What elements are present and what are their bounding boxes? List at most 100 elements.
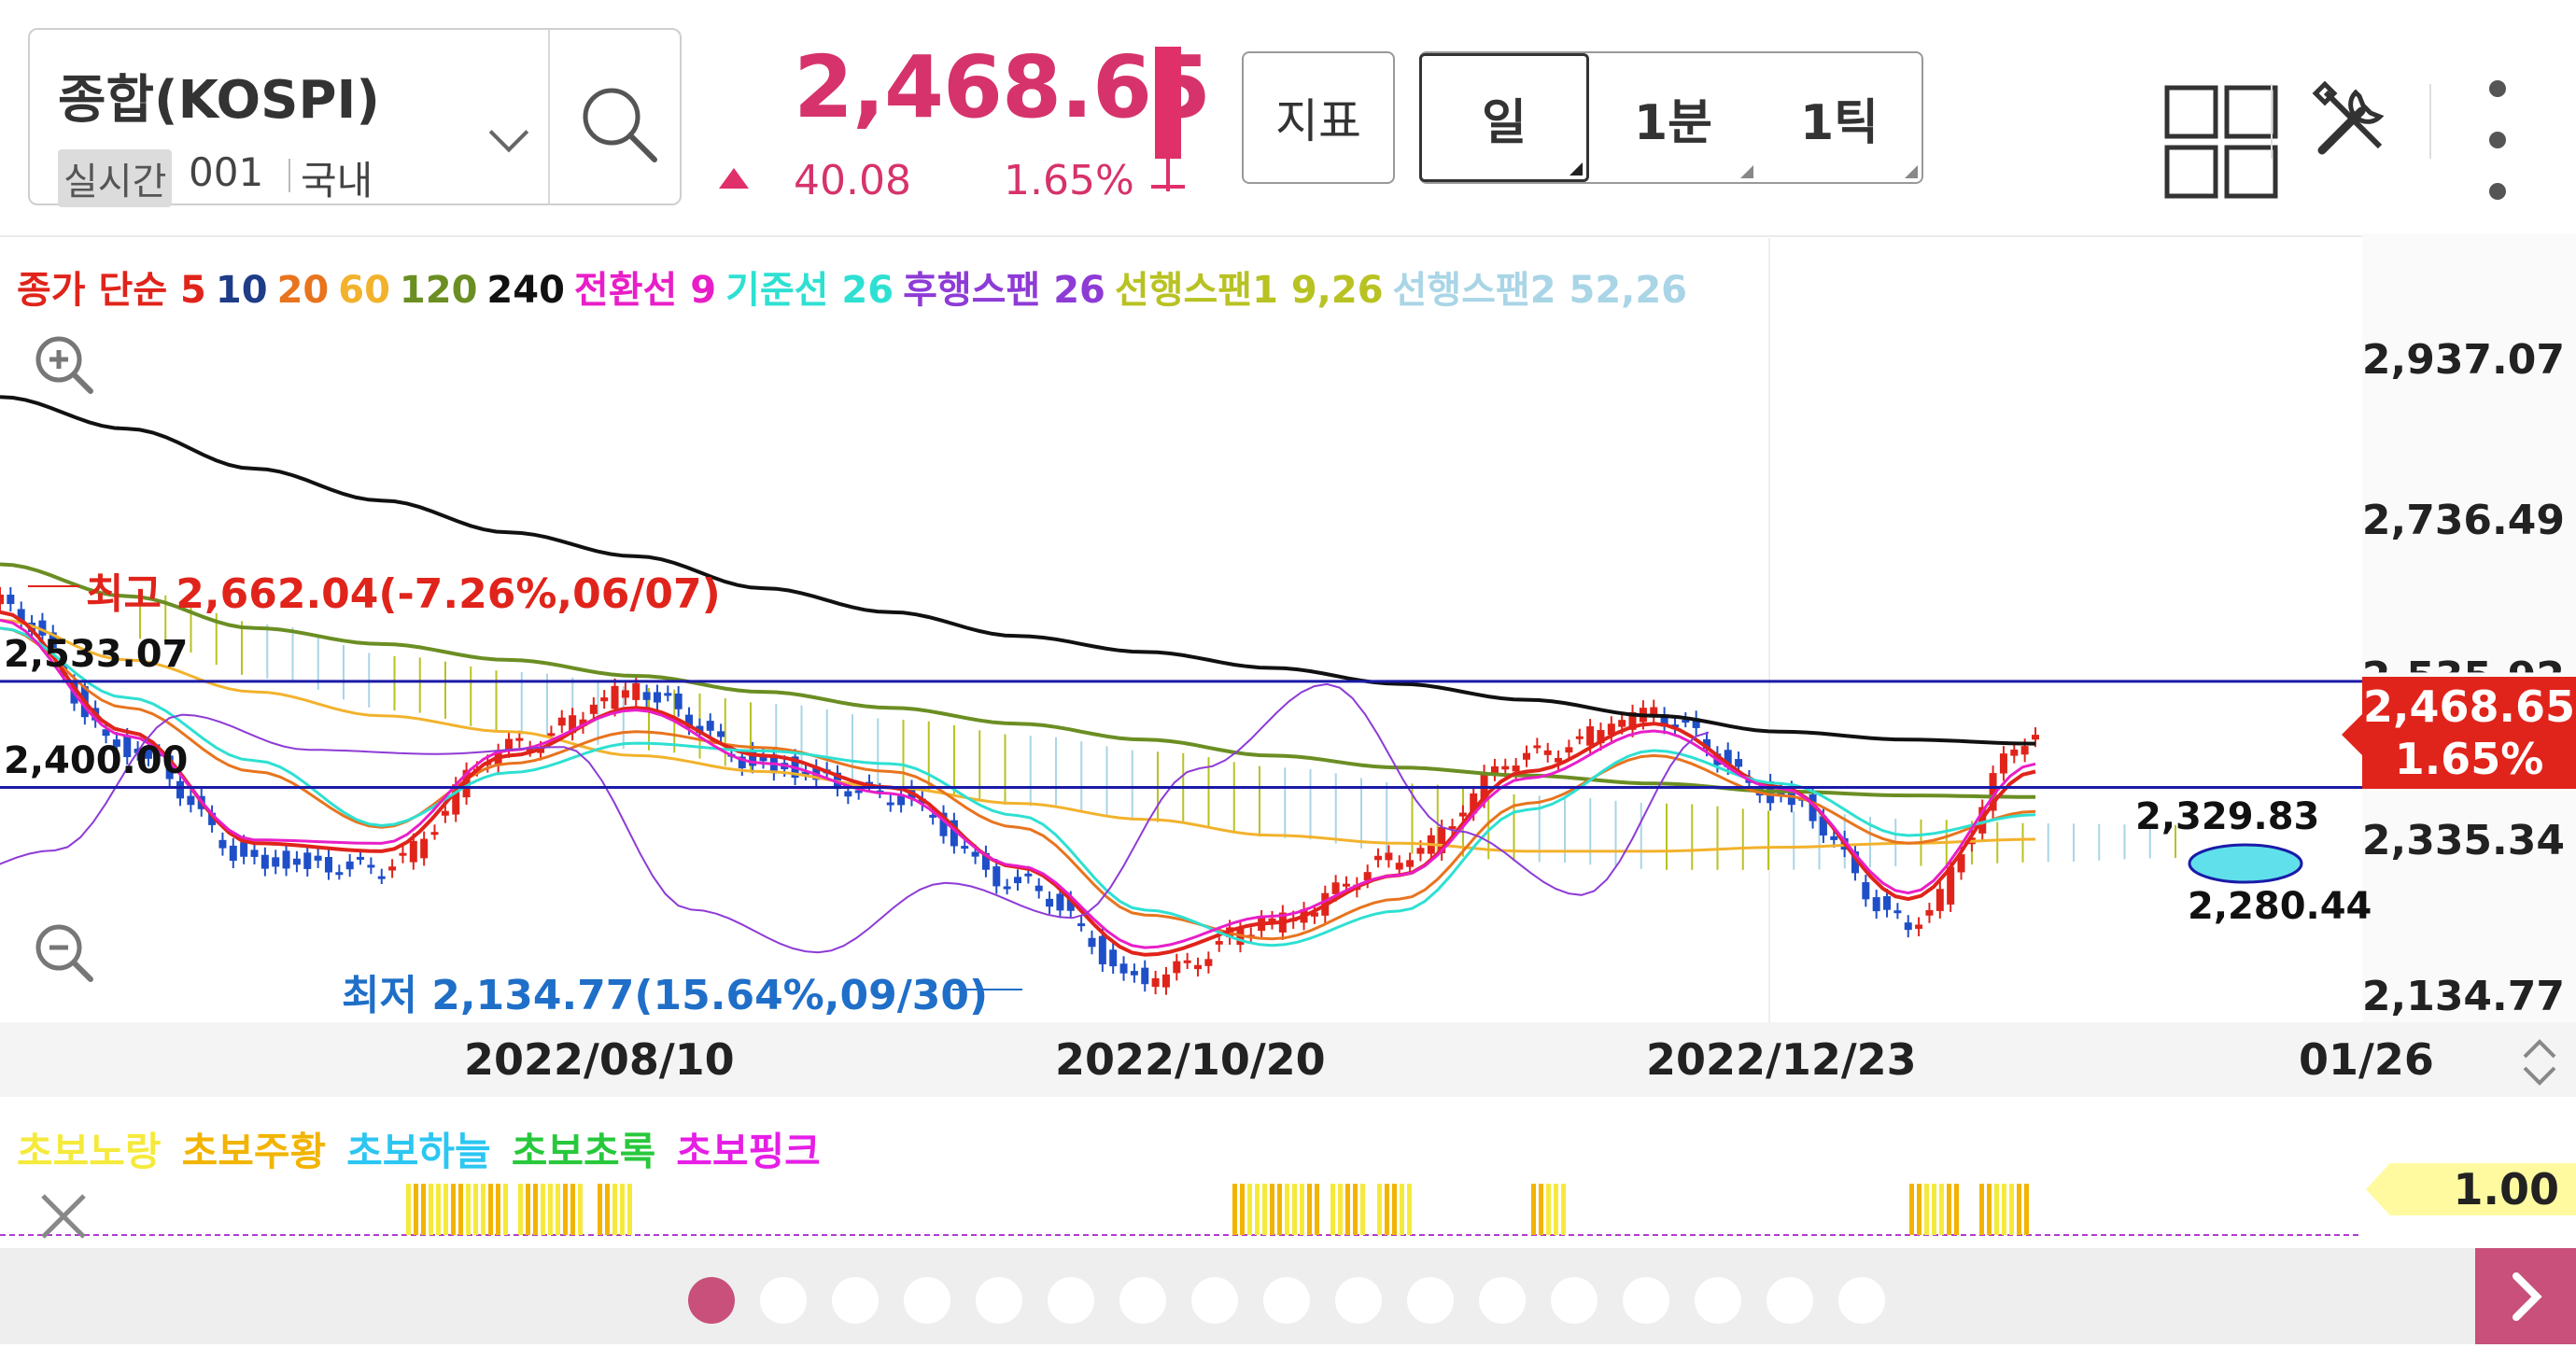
signal-bar [1270, 1184, 1274, 1235]
signal-bar [1377, 1184, 1382, 1235]
price-tick: 2,736.49 [2361, 497, 2565, 544]
zoom-out-icon[interactable] [31, 920, 96, 985]
page-dot[interactable] [1407, 1277, 1454, 1324]
price-change: 40.08 [794, 157, 911, 204]
sub-legend-item[interactable]: 초보노랑 [17, 1129, 162, 1174]
signal-bar [1292, 1184, 1297, 1235]
page-dot[interactable] [1119, 1277, 1166, 1324]
page-dot[interactable] [760, 1277, 807, 1324]
signal-bar [481, 1184, 486, 1235]
page-dot[interactable] [1695, 1277, 1741, 1324]
symbol-selector[interactable]: 종합(KOSPI) 실시간 001 국내 [28, 28, 682, 207]
legend-item[interactable]: 20 [276, 269, 330, 312]
forecast-high-label: 2,329.83 [2135, 795, 2320, 838]
chevron-down-icon[interactable] [488, 112, 529, 153]
signal-bar [548, 1184, 553, 1235]
search-icon[interactable] [576, 81, 660, 165]
divider [2429, 84, 2431, 159]
legend-item[interactable]: 10 [215, 269, 268, 312]
sub-legend-item[interactable]: 초보핑크 [676, 1129, 821, 1174]
signal-bar [1360, 1184, 1365, 1235]
divider [289, 159, 290, 192]
page-dot[interactable] [688, 1277, 735, 1324]
signal-bar [1924, 1184, 1929, 1235]
signal-bar [1979, 1184, 1984, 1235]
close-icon[interactable] [37, 1190, 90, 1243]
signal-bar [443, 1184, 448, 1235]
ma20-line [0, 626, 2036, 941]
forecast-low-label: 2,280.44 [2188, 885, 2372, 928]
legend-item[interactable]: 종가 단순 5 [17, 269, 206, 312]
page-dot[interactable] [1191, 1277, 1238, 1324]
current-price-tag-pct: 1.65% [2394, 734, 2544, 784]
current-price: 2,468.65 [794, 37, 1211, 137]
signal-bar [1932, 1184, 1936, 1235]
legend-item[interactable]: 240 [486, 269, 565, 312]
zoom-in-icon[interactable] [31, 331, 96, 397]
period-1min[interactable]: 1분 [1589, 53, 1757, 182]
grid-layout-icon[interactable] [2163, 84, 2279, 200]
signal-bar [518, 1184, 523, 1235]
signal-bar [421, 1184, 426, 1235]
page-dot[interactable] [1479, 1277, 1526, 1324]
conversion-tenkan-line [0, 618, 2036, 949]
page-dot[interactable] [1767, 1277, 1813, 1324]
signal-bar [1917, 1184, 1921, 1235]
candle-icon [1155, 47, 1181, 159]
signal-bar [1400, 1184, 1404, 1235]
sub-legend-item[interactable]: 초보주황 [181, 1129, 327, 1174]
legend-item[interactable]: 기준선 26 [725, 269, 894, 312]
legend-item[interactable]: 120 [399, 269, 478, 312]
lagging-span-line [0, 682, 1710, 954]
signal-bar [1392, 1184, 1397, 1235]
signal-bar [1300, 1184, 1304, 1235]
market-label: 국내 [301, 158, 373, 204]
period-1tick[interactable]: 1틱 [1757, 53, 1921, 182]
signal-bar [466, 1184, 471, 1235]
forecast-ellipse [2188, 843, 2303, 884]
signal-bar [1947, 1184, 1951, 1235]
page-dot[interactable] [1263, 1277, 1310, 1324]
sub-legend-item[interactable]: 초보초록 [511, 1129, 656, 1174]
signal-bar [556, 1184, 560, 1235]
signal-bar [1539, 1184, 1543, 1235]
page-dot[interactable] [904, 1277, 950, 1324]
price-chart[interactable] [0, 233, 2576, 1022]
scroll-updown-icon[interactable] [2521, 1036, 2558, 1088]
sub-indicator-bars [406, 1184, 2029, 1235]
period-selector: 일 1분 1틱 [1419, 51, 1923, 184]
date-axis[interactable] [0, 1022, 2576, 1097]
sub-legend-item[interactable]: 초보하늘 [346, 1129, 491, 1174]
current-price-tag-value: 2,468.65 [2363, 681, 2575, 732]
legend-item[interactable]: 전환선 9 [573, 269, 717, 312]
indicator-button[interactable]: 지표 [1242, 51, 1395, 184]
page-dot[interactable] [1048, 1277, 1094, 1324]
page-dot[interactable] [832, 1277, 879, 1324]
signal-bar [563, 1184, 568, 1235]
header-divider [0, 235, 2576, 237]
signal-bar [1255, 1184, 1260, 1235]
legend-item[interactable]: 선행스팬2 52,26 [1392, 269, 1688, 312]
sub-indicator-legend: 초보노랑 초보주황 초보하늘 초보초록 초보핑크 [17, 1120, 841, 1177]
signal-bar [496, 1184, 500, 1235]
legend-item[interactable]: 선행스팬1 9,26 [1114, 269, 1384, 312]
period-day[interactable]: 일 [1419, 53, 1589, 182]
page-dot[interactable] [976, 1277, 1022, 1324]
page-dot[interactable] [1335, 1277, 1382, 1324]
signal-bar [429, 1184, 433, 1235]
legend-item[interactable]: 후행스팬 26 [903, 269, 1105, 312]
tools-icon[interactable] [2309, 79, 2393, 163]
page-dot[interactable] [1551, 1277, 1598, 1324]
signal-bar [1909, 1184, 1914, 1235]
next-page-button[interactable] [2475, 1248, 2576, 1344]
up-triangle-icon [719, 168, 749, 189]
high-annotation: 최고 2,662.04(-7.26%,06/07) [86, 570, 721, 618]
page-dot[interactable] [1623, 1277, 1669, 1324]
signal-bar [1954, 1184, 1959, 1235]
legend-item[interactable]: 60 [338, 269, 390, 312]
signal-bar [1407, 1184, 1412, 1235]
realtime-tag: 실시간 [58, 149, 173, 207]
more-vertical-icon[interactable] [2484, 75, 2512, 205]
page-dot[interactable] [1838, 1277, 1885, 1324]
signal-bar [1315, 1184, 1319, 1235]
